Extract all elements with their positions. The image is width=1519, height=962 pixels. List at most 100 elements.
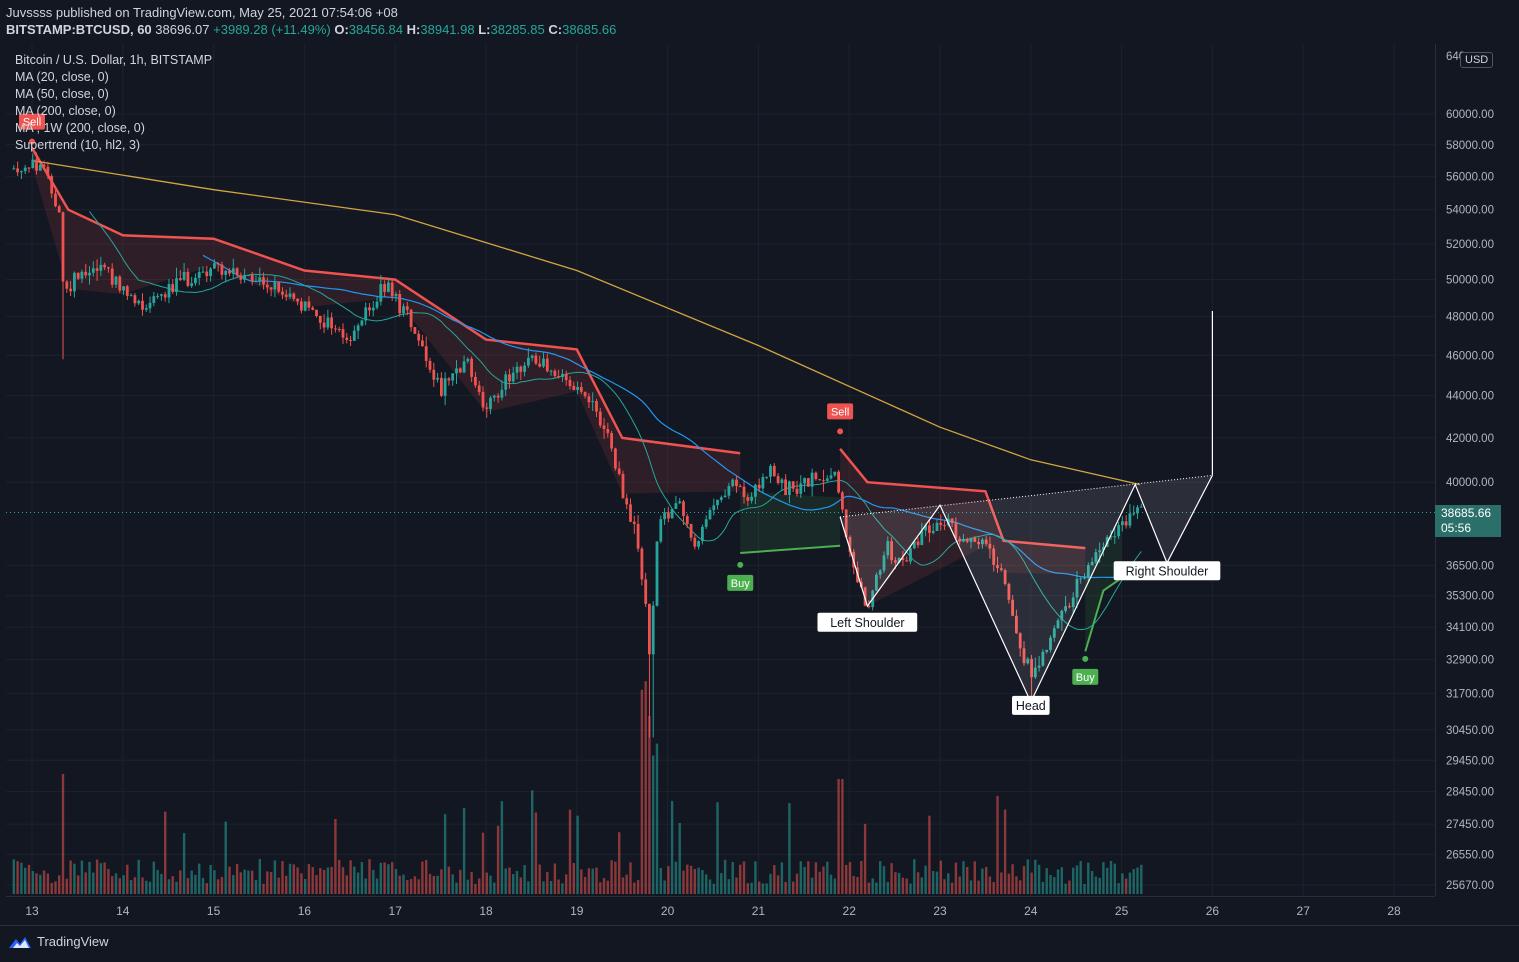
volume-bar bbox=[69, 860, 72, 894]
candle-body bbox=[296, 298, 299, 302]
volume-bar bbox=[1102, 862, 1105, 894]
price-axis[interactable]: 60000.00 58000.00 56000.00 54000.00 52000.00… bbox=[1435, 44, 1519, 896]
volume-bar bbox=[129, 880, 133, 894]
volume-bar bbox=[618, 832, 621, 894]
volume-bar bbox=[693, 869, 696, 894]
volume-bar bbox=[288, 863, 292, 894]
volume-bar bbox=[879, 861, 882, 894]
volume-bar bbox=[1124, 878, 1128, 894]
candle-body bbox=[440, 377, 443, 396]
candle-body bbox=[152, 296, 156, 303]
legend-ma20[interactable]: MA (20, close, 0) bbox=[15, 70, 109, 84]
time-tick-label: 27 bbox=[1297, 904, 1311, 918]
candle-body bbox=[1030, 658, 1033, 678]
price-tick-label: 29450.00 bbox=[1446, 755, 1494, 767]
volume-bar bbox=[421, 861, 424, 894]
candle-body bbox=[670, 508, 674, 519]
signal-dot bbox=[837, 428, 844, 435]
candle-body bbox=[443, 378, 447, 396]
volume-bar bbox=[111, 876, 114, 894]
volume-bar bbox=[50, 882, 53, 894]
volume-bar bbox=[780, 862, 784, 894]
chart-pane[interactable]: Left Shoulder Head Right Shoulder Sell Buy Se… bbox=[6, 44, 1435, 896]
pattern-label-text: Left Shoulder bbox=[830, 616, 904, 630]
volume-bar bbox=[701, 870, 704, 894]
pattern-label-text: Right Shoulder bbox=[1126, 564, 1209, 578]
volume-bar bbox=[304, 879, 307, 894]
supertrend-up-line bbox=[740, 544, 841, 554]
volume-bar bbox=[1075, 865, 1079, 894]
candle-body bbox=[356, 325, 360, 331]
volume-bar bbox=[924, 865, 927, 894]
volume-bar bbox=[712, 883, 715, 894]
buy-signal: Buy bbox=[727, 561, 754, 591]
candle-body bbox=[992, 548, 996, 565]
volume-bar bbox=[175, 881, 178, 894]
candle-body bbox=[409, 309, 413, 328]
candle-body bbox=[247, 275, 250, 276]
volume-bar bbox=[807, 861, 810, 894]
price-tick-label: 28450.00 bbox=[1446, 787, 1494, 799]
volume-bar bbox=[462, 808, 466, 894]
price-chart[interactable]: Left Shoulder Head Right Shoulder Sell Buy Se… bbox=[6, 44, 1435, 896]
candle-body bbox=[197, 272, 201, 278]
price-tick-label: 58000.00 bbox=[1446, 140, 1494, 152]
candle-body bbox=[841, 492, 844, 510]
volume-bar bbox=[54, 881, 57, 894]
legend-ma50[interactable]: MA (50, close, 0) bbox=[15, 87, 109, 101]
volume-bar bbox=[254, 880, 258, 894]
candle-body bbox=[825, 478, 829, 481]
volume-bar bbox=[436, 875, 439, 894]
candle-body bbox=[216, 263, 220, 265]
volume-bar bbox=[455, 882, 458, 894]
candle-body bbox=[352, 330, 356, 341]
candle-body bbox=[243, 275, 246, 280]
candle-body bbox=[928, 525, 931, 533]
volume-bar bbox=[515, 871, 519, 894]
candle-body bbox=[163, 294, 167, 298]
candle-body bbox=[337, 329, 341, 330]
currency-badge[interactable]: USD bbox=[1460, 52, 1494, 68]
candle-body bbox=[334, 328, 337, 330]
volume-bar bbox=[12, 859, 15, 894]
price-change: +3989.28 (+11.49%) bbox=[213, 22, 331, 37]
price-tick-label: 56000.00 bbox=[1446, 172, 1494, 184]
candle-body bbox=[500, 389, 504, 398]
legend-ma200[interactable]: MA (200, close, 0) bbox=[15, 104, 116, 118]
candle-body bbox=[235, 268, 239, 276]
candle-body bbox=[186, 272, 190, 286]
volume-bar bbox=[198, 863, 201, 894]
pattern-label-box bbox=[817, 612, 918, 632]
legend-ma-weekly[interactable]: MA , 1W (200, close, 0) bbox=[15, 121, 145, 135]
signal-text: Buy bbox=[731, 578, 750, 590]
candle-body bbox=[704, 519, 708, 527]
candle-body bbox=[583, 391, 587, 397]
candle-body bbox=[171, 284, 175, 292]
volume-bar bbox=[655, 743, 659, 894]
candle-body bbox=[837, 471, 840, 493]
price-tick-label: 54000.00 bbox=[1446, 205, 1494, 217]
volume-bar bbox=[353, 866, 356, 894]
candle-body bbox=[716, 499, 719, 506]
volume-bar bbox=[190, 870, 193, 894]
candle-body bbox=[999, 568, 1003, 571]
volume-bar bbox=[485, 872, 488, 894]
volume-bar bbox=[126, 864, 129, 894]
volume-bar bbox=[1094, 876, 1098, 894]
time-axis[interactable]: 13 14 15 16 17 18 19 20 21 22 23 24 25 26 27 28 bbox=[6, 896, 1435, 925]
volume-bar bbox=[1064, 883, 1067, 894]
candle-body bbox=[1139, 506, 1143, 508]
candle-body bbox=[988, 543, 992, 549]
candle-body bbox=[780, 479, 784, 484]
candle-body bbox=[1064, 606, 1067, 611]
price-tick-label: 44000.00 bbox=[1446, 391, 1494, 403]
candle-body bbox=[224, 270, 228, 275]
candle-body bbox=[617, 468, 621, 474]
candle-body bbox=[894, 560, 897, 563]
candle-body bbox=[939, 522, 943, 526]
candle-body bbox=[591, 401, 595, 403]
volume-bar bbox=[962, 861, 965, 894]
legend-supertrend[interactable]: Supertrend (10, hl2, 3) bbox=[15, 138, 141, 152]
candle-body bbox=[636, 523, 640, 549]
tradingview-brand[interactable]: TradingView bbox=[8, 934, 109, 949]
